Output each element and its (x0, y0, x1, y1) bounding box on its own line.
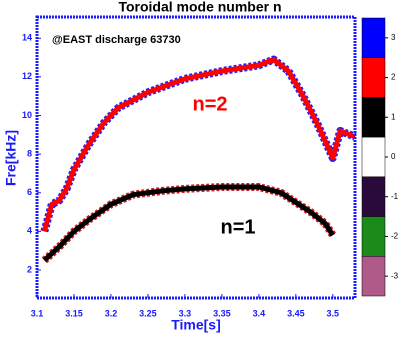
colorbar-tick-label: -1 (391, 192, 399, 201)
x-axis-label: Time[s] (171, 317, 221, 333)
series-label: n=1 (220, 216, 255, 238)
plot-frame (35, 15, 357, 300)
colorbar-segment (361, 256, 386, 297)
x-tick-label: 3.45 (287, 308, 305, 318)
y-tick-label: 10 (22, 110, 32, 120)
colorbar-segment (361, 176, 386, 217)
colorbar-segment (361, 97, 386, 138)
y-tick-label: 14 (22, 33, 32, 43)
colorbar-tick-label: -2 (391, 232, 399, 241)
x-tick-label: 3.1 (31, 308, 44, 318)
x-tick-label: 3.2 (105, 308, 118, 318)
y-tick-label: 2 (27, 264, 32, 274)
colorbar-tick-label: -3 (391, 271, 399, 280)
x-tick-label: 3.4 (253, 308, 266, 318)
y-tick-label: 12 (22, 71, 32, 81)
chart-title: Toroidal mode number n (118, 0, 281, 15)
y-tick-label: 4 (27, 226, 32, 236)
annotation: @EAST discharge 63730 (52, 34, 181, 46)
y-axis-label: Fre[kHz] (3, 130, 19, 186)
colorbar-tick-label: 2 (391, 73, 396, 82)
mode-trace (42, 184, 335, 263)
x-tick-label: 3.25 (139, 308, 157, 318)
y-tick-label: 8 (27, 148, 32, 158)
colorbar-segment (361, 216, 386, 257)
mode-trace (41, 56, 356, 233)
x-tick-label: 3.15 (65, 308, 83, 318)
series-label: n=2 (192, 93, 227, 115)
colorbar-tick-label: 3 (391, 33, 396, 42)
x-tick-label: 3.35 (213, 308, 231, 318)
colorbar-segment (361, 136, 386, 178)
x-tick-label: 3.3 (179, 308, 192, 318)
colorbar-tick-label: 0 (391, 152, 396, 161)
colorbar-tick-label: 1 (391, 112, 396, 121)
colorbar-segment (361, 17, 386, 58)
y-tick-label: 6 (27, 187, 32, 197)
colorbar-segment (361, 57, 386, 98)
x-tick-label: 3.5 (327, 308, 340, 318)
